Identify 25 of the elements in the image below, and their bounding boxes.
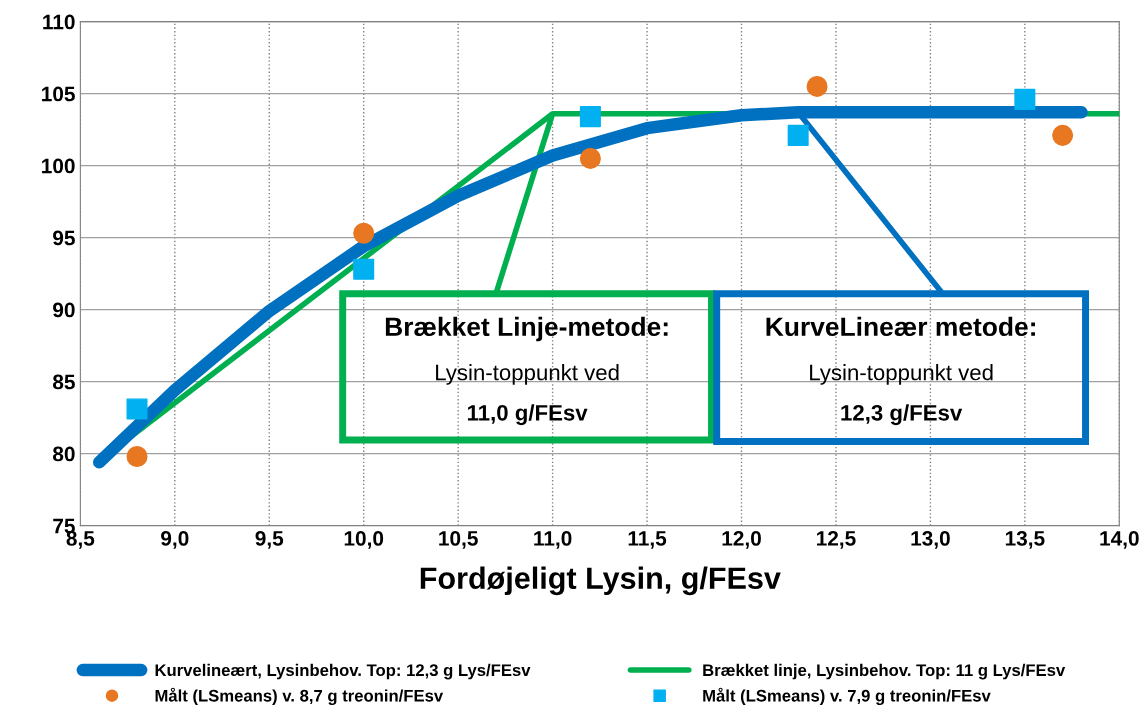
annotation: Brækket Linje-metode: Lysin-toppunkt ved 11,0 g/FEsv <box>385 316 668 426</box>
x-tick-label: 12,0 <box>722 531 761 549</box>
legend-label: Brækket linje, Lysinbehov. Top: 11 g Lys/FEsv <box>703 663 1066 680</box>
x-tick-label: 11,0 <box>534 531 572 549</box>
y-tick-label: 85 <box>52 374 75 390</box>
x-tick-label: 11,5 <box>628 531 667 549</box>
legend-label: Målt (LSmeans) v. 7,9 g treonin/FEsv <box>703 687 991 705</box>
x-tick-label: 13,0 <box>911 531 950 549</box>
x-tick-label: 13,5 <box>1005 531 1045 549</box>
x-tick-label: 14,0 <box>1100 531 1139 549</box>
y-tick-label: 95 <box>53 230 75 246</box>
x-axis-title: Fordøjeligt Lysin, g/FEsv <box>420 566 781 596</box>
y-tick-label: 110 <box>43 14 75 30</box>
y-tick-label: 100 <box>42 158 75 174</box>
x-tick-label: 9,0 <box>161 531 189 549</box>
y-tick-label: 90 <box>53 302 75 318</box>
y-tick-label: 80 <box>52 446 75 462</box>
x-tick-label: 9,5 <box>255 531 284 549</box>
x-tick-label: 12,5 <box>816 531 856 549</box>
legend-label: Kurvelineært, Lysinbehov. Top: 12,3 g Lys/FEsv <box>155 663 531 680</box>
x-tick-label: 10,5 <box>439 531 478 549</box>
annotation: KurveLineær metode: Lysin-toppunkt ved 12,3 g/FEsv <box>766 316 1035 426</box>
x-tick-label: 10,0 <box>344 531 384 549</box>
y-tick-label: 105 <box>42 86 75 102</box>
legend-label: Målt (LSmeans) v. 8,7 g treonin/FEsv <box>155 687 444 705</box>
